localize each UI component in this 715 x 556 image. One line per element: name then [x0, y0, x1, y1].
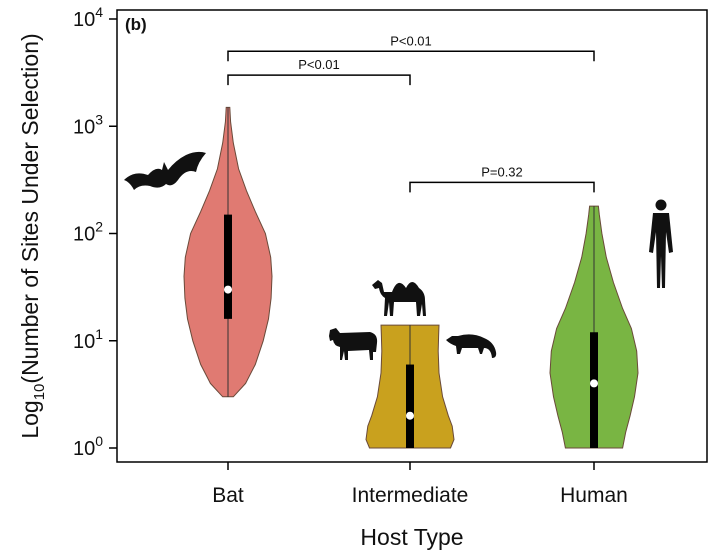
y-tick-base: 10: [73, 224, 95, 246]
plot-frame: [116, 9, 708, 463]
y-tick-label: 104: [73, 4, 103, 31]
median-point-human: [590, 379, 598, 388]
p-value-label: P<0.01: [390, 33, 432, 48]
y-axis-title-prefix: Log: [17, 400, 43, 438]
y-tick-exponent: 0: [95, 433, 103, 449]
civet-silhouette-icon: [446, 334, 497, 358]
y-axis-title: Log10(Number of Sites Under Selection): [17, 33, 48, 438]
y-tick-exponent: 3: [95, 111, 103, 127]
iqr-box-bat: [224, 214, 232, 319]
x-tick-label: Bat: [212, 484, 244, 507]
significance-brackets: P<0.01 P<0.01 P=0.32: [227, 33, 595, 193]
y-tick-exponent: 1: [95, 326, 103, 342]
x-tick-label: Intermediate: [352, 484, 469, 507]
y-tick-exponent: 4: [95, 4, 103, 20]
bracket-bat-human: [227, 50, 595, 62]
y-tick-label: 101: [73, 326, 103, 353]
x-axis: Bat Intermediate Human: [212, 462, 628, 507]
cow-silhouette-icon: [329, 328, 378, 360]
x-axis-title: Host Type: [360, 524, 463, 550]
bat-silhouette-icon: [124, 151, 206, 190]
y-axis-title-subscript: 10: [31, 384, 48, 401]
y-tick-base: 10: [73, 9, 95, 31]
p-value-label: P=0.32: [481, 164, 523, 179]
bracket-intermediate-human: [409, 181, 595, 193]
bracket-bat-intermediate: [227, 74, 411, 86]
y-axis-title-suffix: (Number of Sites Under Selection): [17, 33, 43, 383]
x-tick-label: Human: [560, 484, 628, 507]
median-point-bat: [224, 285, 232, 294]
y-tick-base: 10: [73, 331, 95, 353]
y-tick-label: 100: [73, 433, 103, 460]
human-silhouette-icon: [649, 199, 673, 288]
y-tick-exponent: 2: [95, 219, 103, 235]
y-tick-label: 103: [73, 111, 103, 138]
y-tick-base: 10: [73, 116, 95, 138]
iqr-box-human: [590, 332, 598, 448]
camel-silhouette-icon: [372, 280, 426, 316]
y-tick-base: 10: [73, 438, 95, 460]
violins: [183, 106, 639, 449]
iqr-box-intermediate: [406, 364, 414, 448]
median-point-intermediate: [406, 411, 414, 420]
panel-label: (b): [125, 15, 147, 34]
p-value-label: P<0.01: [298, 57, 340, 72]
y-tick-label: 102: [73, 219, 103, 246]
